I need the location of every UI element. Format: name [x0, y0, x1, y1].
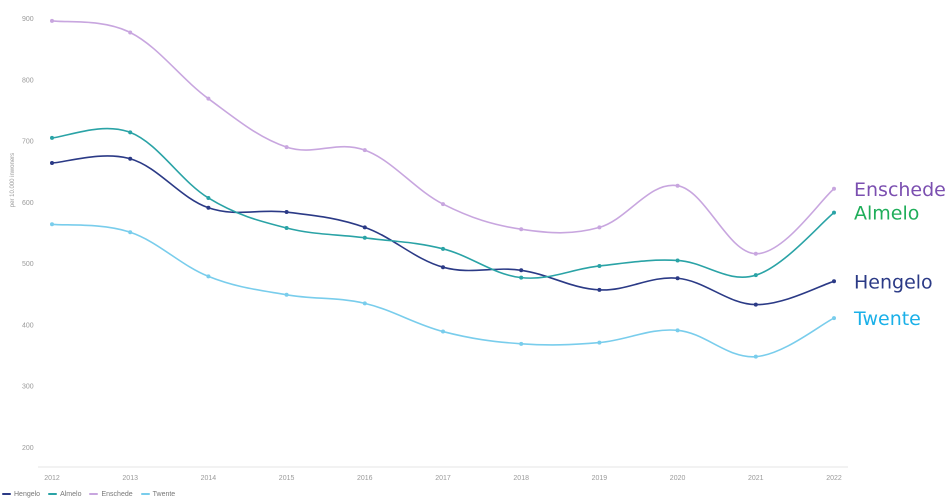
data-point-almelo	[362, 235, 367, 240]
y-tick-label: 800	[22, 77, 34, 84]
legend-label: Hengelo	[14, 490, 41, 498]
x-tick-label: 2013	[122, 475, 138, 482]
legend-item-twente[interactable]: Twente	[140, 490, 176, 498]
data-point-enschede	[832, 186, 836, 191]
data-point-enschede	[441, 202, 445, 207]
x-tick-label: 2014	[201, 475, 217, 482]
data-point-almelo	[128, 130, 133, 135]
data-point-almelo	[519, 275, 524, 280]
data-point-twente	[675, 328, 680, 333]
data-point-enschede	[284, 145, 289, 150]
x-tick-label: 2018	[513, 475, 529, 482]
y-axis-label: per 10.000 inwoners	[10, 153, 16, 207]
x-tick-label: 2022	[826, 475, 842, 482]
x-tick-label: 2012	[44, 475, 60, 482]
data-point-hengelo	[284, 210, 289, 215]
end-label-almelo: Almelo	[854, 203, 919, 225]
data-point-twente	[753, 354, 758, 359]
data-point-hengelo	[519, 268, 524, 273]
data-point-twente	[597, 340, 602, 345]
data-point-enschede	[206, 96, 211, 101]
data-point-enschede	[675, 183, 680, 188]
data-point-hengelo	[50, 161, 54, 166]
legend: Hengelo Almelo Enschede Twente	[2, 488, 175, 500]
series-points	[50, 18, 836, 359]
data-point-enschede	[597, 225, 602, 230]
legend-label: Twente	[152, 490, 176, 498]
data-point-almelo	[441, 246, 445, 251]
data-point-twente	[50, 222, 54, 227]
y-tick-label: 400	[22, 322, 34, 329]
data-point-twente	[441, 329, 445, 334]
legend-swatch	[2, 493, 11, 495]
y-tick-label: 300	[22, 384, 34, 391]
data-point-hengelo	[206, 205, 211, 210]
data-point-twente	[362, 301, 367, 306]
data-point-almelo	[597, 263, 602, 268]
data-point-hengelo	[128, 156, 133, 161]
legend-swatch	[89, 493, 99, 495]
series-line-enschede	[51, 20, 835, 255]
data-point-hengelo	[597, 287, 602, 292]
data-point-twente	[206, 274, 211, 279]
y-tick-label: 600	[22, 200, 34, 207]
x-tick-label: 2017	[435, 475, 451, 482]
data-point-almelo	[675, 258, 680, 263]
end-label-hengelo: Hengelo	[854, 271, 933, 293]
y-tick-label: 200	[22, 445, 34, 452]
legend-item-enschede[interactable]: Enschede	[89, 490, 133, 498]
data-point-enschede	[753, 251, 758, 256]
data-point-twente	[128, 230, 133, 235]
data-point-almelo	[206, 195, 211, 200]
end-label-enschede: Enschede	[854, 179, 946, 201]
data-point-almelo	[284, 225, 289, 230]
data-point-hengelo	[832, 279, 836, 284]
x-tick-label: 2019	[592, 475, 608, 482]
data-point-almelo	[753, 273, 758, 278]
legend-item-hengelo[interactable]: Hengelo	[2, 491, 40, 498]
data-point-twente	[832, 316, 836, 321]
data-point-enschede	[50, 18, 54, 23]
data-point-twente	[284, 292, 289, 297]
legend-swatch	[140, 493, 150, 495]
series-lines	[51, 20, 835, 358]
data-point-almelo	[832, 210, 836, 215]
x-tick-label: 2015	[279, 475, 295, 482]
data-point-hengelo	[675, 276, 680, 281]
data-point-enschede	[362, 148, 367, 153]
y-tick-label: 900	[22, 16, 34, 23]
data-point-hengelo	[362, 225, 367, 230]
data-point-enschede	[128, 30, 133, 35]
x-tick-label: 2021	[748, 475, 764, 482]
y-tick-label: 500	[22, 261, 34, 268]
legend-label: Almelo	[60, 490, 82, 498]
data-point-enschede	[519, 227, 524, 232]
x-tick-label: 2020	[670, 475, 686, 482]
x-tick-label: 2016	[357, 475, 373, 482]
series-line-hengelo	[51, 155, 835, 306]
data-point-hengelo	[441, 265, 445, 270]
data-point-twente	[519, 341, 524, 346]
axis-layer: 900 800 700 600 500 400 300 200 per 10.000 inwon…	[10, 16, 848, 482]
end-label-twente: Twente	[853, 308, 921, 330]
legend-label: Enschede	[101, 490, 133, 498]
data-point-almelo	[50, 135, 54, 140]
y-tick-label: 700	[22, 139, 34, 146]
legend-item-almelo[interactable]: Almelo	[48, 491, 81, 498]
legend-swatch	[48, 493, 58, 495]
series-line-twente	[51, 223, 835, 358]
data-point-hengelo	[753, 302, 758, 307]
